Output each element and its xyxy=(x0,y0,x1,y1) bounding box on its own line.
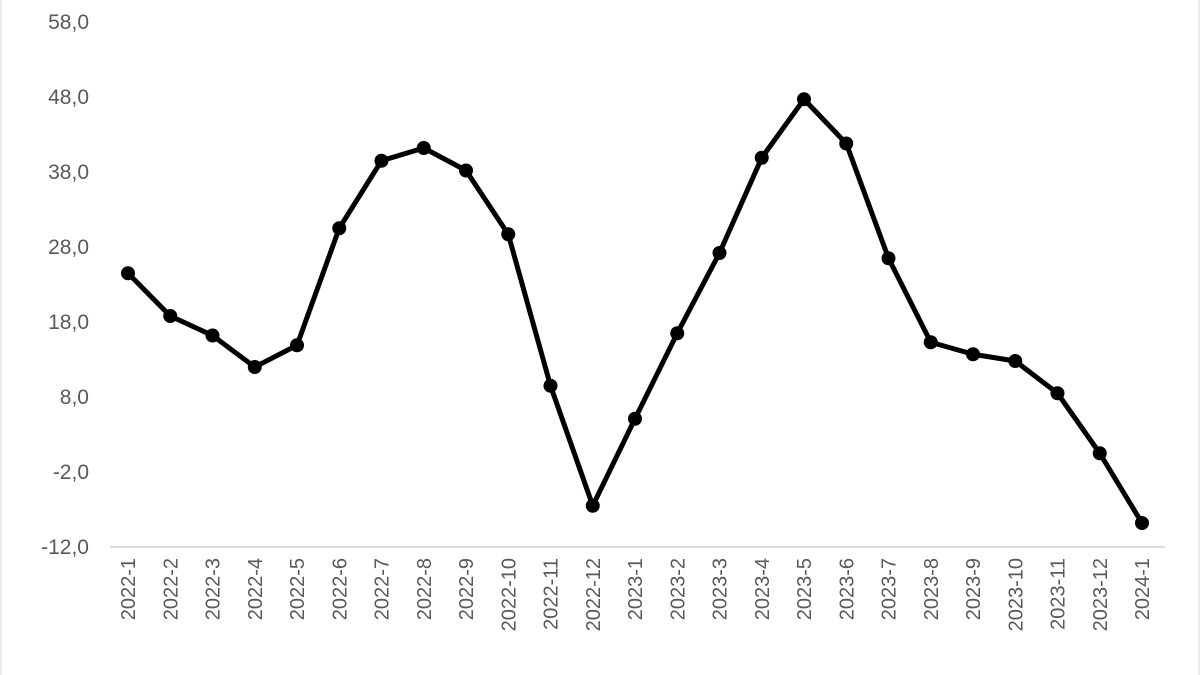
data-point-marker xyxy=(881,251,896,266)
x-axis-tick-label: 2023-8 xyxy=(921,558,943,620)
data-point-marker xyxy=(290,338,304,353)
x-axis-tick-label: 2023-12 xyxy=(1090,558,1112,631)
y-axis-tick-label: 28,0 xyxy=(48,236,89,259)
data-point-marker xyxy=(1092,446,1107,461)
data-point-marker xyxy=(163,309,178,323)
x-axis-tick-label: 2022-6 xyxy=(329,558,351,620)
y-axis-tick-label: -12,0 xyxy=(41,536,89,559)
x-axis-tick-label: 2022-8 xyxy=(414,558,436,620)
data-point-marker xyxy=(501,227,516,242)
y-axis-tick-label: 8,0 xyxy=(60,386,89,409)
data-point-marker xyxy=(712,246,727,260)
x-axis-tick-label: 2023-11 xyxy=(1048,558,1070,630)
series-line xyxy=(125,96,1145,526)
x-axis-tick-label: 2022-7 xyxy=(372,558,394,620)
data-point-marker xyxy=(374,153,389,168)
x-axis-tick-label: 2023-9 xyxy=(963,558,985,620)
y-axis-tick-label: 18,0 xyxy=(48,311,89,334)
data-point-marker xyxy=(416,141,431,155)
y-axis-tick-label: 58,0 xyxy=(48,11,89,34)
data-point-marker xyxy=(923,335,938,350)
x-axis-tick-label: 2023-1 xyxy=(625,558,647,620)
data-point-marker xyxy=(754,150,769,165)
data-point-marker xyxy=(205,328,220,343)
x-axis-tick-label: 2022-4 xyxy=(245,558,267,620)
x-axis-tick-label: 2023-7 xyxy=(879,558,901,620)
x-axis-tick-label: 2022-9 xyxy=(456,558,478,620)
x-axis-tick-label: 2022-5 xyxy=(287,558,309,620)
x-axis-tick-label: 2023-2 xyxy=(667,558,689,620)
data-point-marker xyxy=(797,92,811,107)
x-axis-tick-label: 2022-11 xyxy=(541,558,563,630)
x-axis-tick-label: 2023-5 xyxy=(794,558,816,620)
data-point-marker xyxy=(332,221,347,236)
x-axis-tick-label: 2022-3 xyxy=(203,558,225,620)
y-axis-tick-label: 48,0 xyxy=(48,86,89,109)
data-point-marker xyxy=(628,411,642,426)
y-axis-tick-label: -2,0 xyxy=(53,461,89,484)
x-axis-tick-label: 2023-3 xyxy=(710,558,732,620)
data-point-marker xyxy=(121,266,135,281)
y-axis-tick-label: 38,0 xyxy=(48,161,89,184)
x-axis-tick-label: 2024-1 xyxy=(1132,558,1154,620)
x-axis-tick-label: 2022-10 xyxy=(498,558,520,631)
data-point-marker xyxy=(966,347,980,362)
data-point-marker xyxy=(543,378,558,393)
data-point-marker xyxy=(1008,354,1023,368)
x-axis-tick-label: 2022-12 xyxy=(583,558,605,631)
x-axis-tick-label: 2022-2 xyxy=(160,558,182,620)
data-point-marker xyxy=(670,326,685,341)
data-point-marker xyxy=(585,498,600,513)
data-point-marker xyxy=(1050,386,1065,401)
data-point-marker xyxy=(839,136,854,151)
x-axis-tick-label: 2023-10 xyxy=(1005,558,1027,631)
x-axis-tick-label: 2023-6 xyxy=(836,558,858,620)
data-point-marker xyxy=(1135,516,1149,530)
data-point-marker xyxy=(459,163,473,178)
x-axis-tick-label: 2023-4 xyxy=(752,558,774,620)
x-axis-tick-label: 2022-1 xyxy=(118,558,140,620)
data-point-marker xyxy=(247,360,262,374)
